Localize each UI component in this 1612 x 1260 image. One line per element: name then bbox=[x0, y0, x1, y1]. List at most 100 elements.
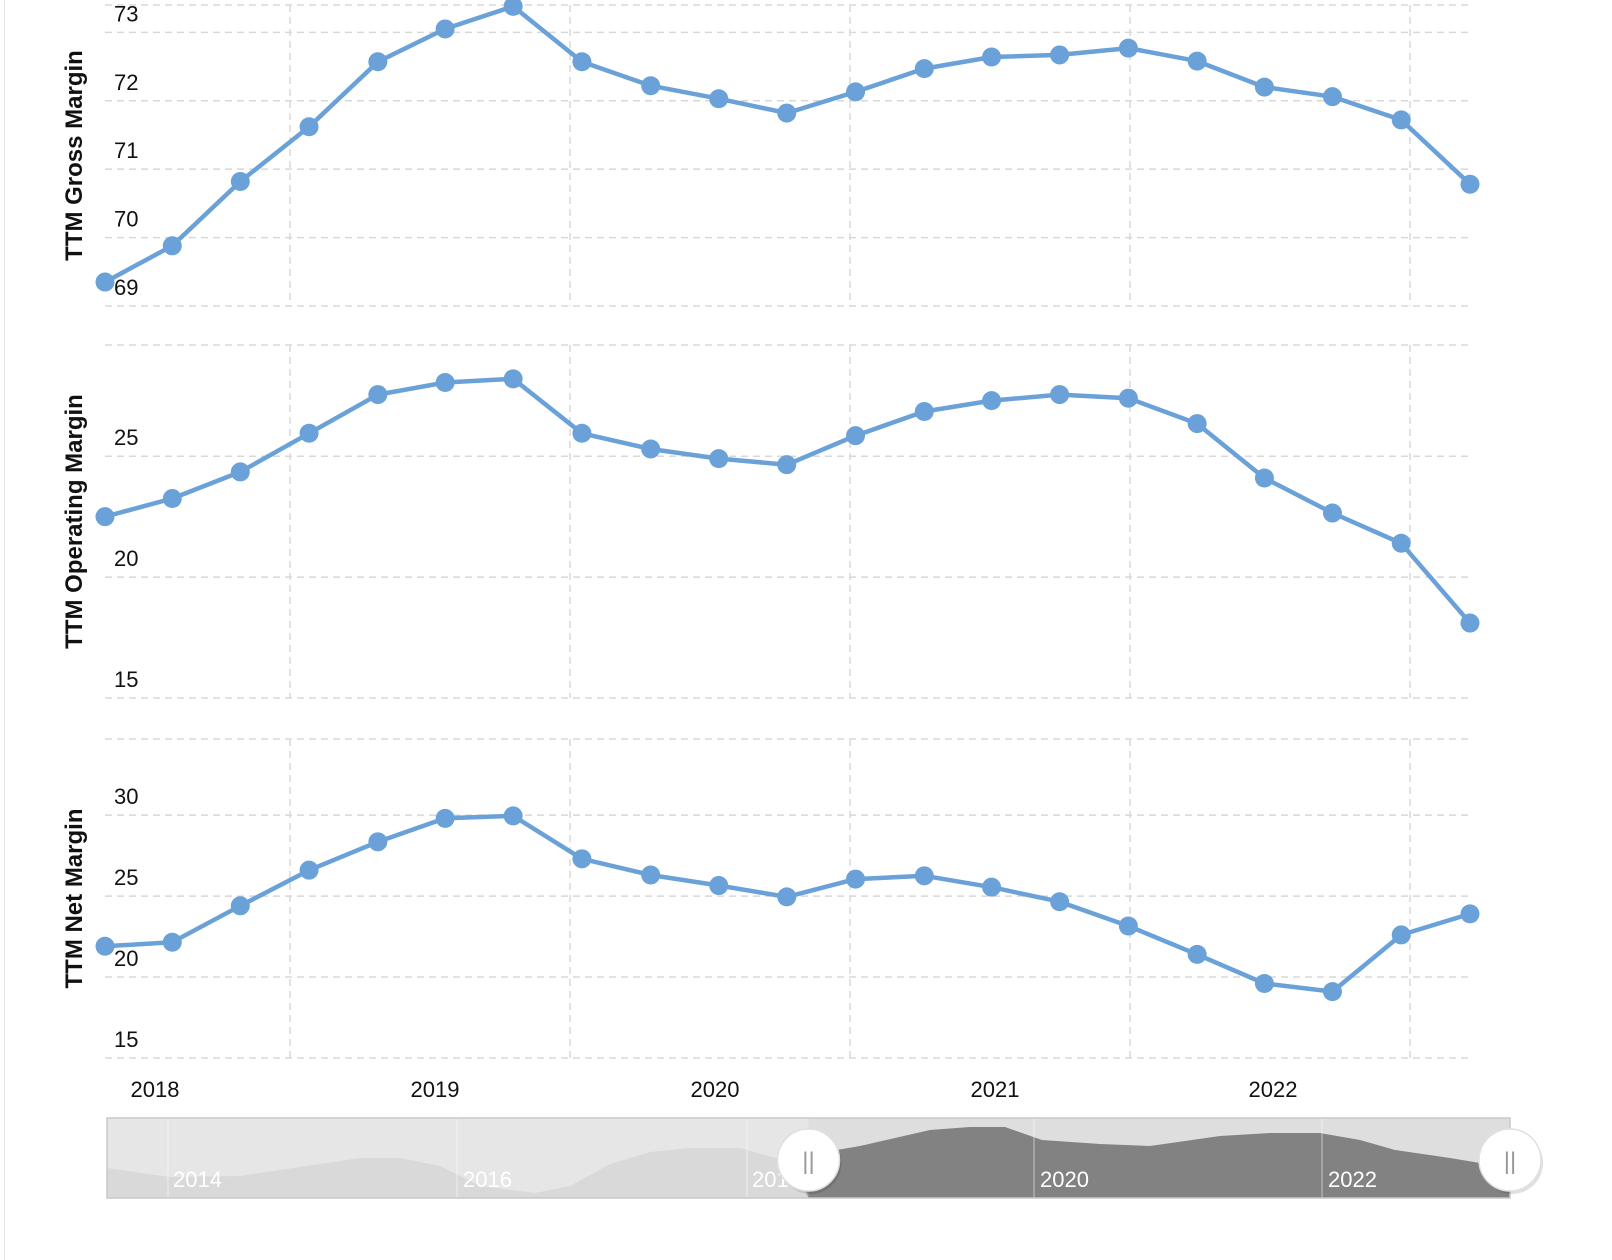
y-tick-label: 73 bbox=[114, 1, 138, 26]
data-point[interactable] bbox=[1118, 38, 1138, 58]
y-axis-title: TTM Net Margin bbox=[61, 809, 88, 989]
data-point[interactable] bbox=[982, 877, 1002, 897]
y-tick-label: 69 bbox=[114, 275, 138, 300]
data-point[interactable] bbox=[299, 117, 319, 137]
data-point[interactable] bbox=[162, 489, 182, 509]
series-line bbox=[102, 4, 1473, 285]
data-point[interactable] bbox=[95, 507, 115, 527]
grid-layer bbox=[105, 4, 1470, 1059]
chart-left-border bbox=[4, 0, 5, 1260]
data-point[interactable] bbox=[162, 932, 182, 952]
y-tick-label: 15 bbox=[114, 667, 138, 692]
y-tick-label: 20 bbox=[114, 946, 138, 971]
handle-knob[interactable] bbox=[1478, 1128, 1542, 1192]
data-point[interactable] bbox=[368, 832, 388, 852]
x-tick-label: 2020 bbox=[691, 1077, 740, 1102]
data-point[interactable] bbox=[435, 808, 455, 828]
data-point[interactable] bbox=[368, 385, 388, 405]
data-point[interactable] bbox=[1050, 892, 1070, 912]
data-point[interactable] bbox=[1391, 533, 1411, 553]
data-point[interactable] bbox=[1050, 45, 1070, 65]
y-tick-label: 71 bbox=[114, 138, 138, 163]
data-point[interactable] bbox=[914, 866, 934, 886]
data-point[interactable] bbox=[1391, 925, 1411, 945]
data-point[interactable] bbox=[1460, 613, 1480, 633]
y-axis-title: TTM Operating Margin bbox=[61, 394, 88, 649]
data-point[interactable] bbox=[572, 849, 592, 869]
data-point[interactable] bbox=[1391, 110, 1411, 130]
navigator-area-unselected bbox=[107, 1148, 809, 1198]
data-point[interactable] bbox=[299, 423, 319, 443]
navigator-year-label: 2016 bbox=[463, 1167, 512, 1192]
data-point[interactable] bbox=[572, 423, 592, 443]
handle-knob[interactable] bbox=[776, 1128, 841, 1192]
data-point[interactable] bbox=[162, 236, 182, 256]
data-point[interactable] bbox=[1460, 174, 1480, 194]
navigator-area-selected bbox=[790, 1127, 1510, 1198]
data-point[interactable] bbox=[777, 455, 797, 475]
data-point[interactable] bbox=[846, 82, 866, 102]
data-point[interactable] bbox=[1187, 944, 1207, 964]
data-point[interactable] bbox=[914, 401, 934, 421]
panels-layer: 69 70 71 72 73 TTM Gross Margin 15 20 25 TTM Oper… bbox=[61, 0, 1480, 1052]
data-point[interactable] bbox=[435, 19, 455, 39]
y-tick-label: 15 bbox=[114, 1027, 138, 1052]
data-point[interactable] bbox=[1322, 87, 1342, 107]
data-point[interactable] bbox=[777, 887, 797, 907]
data-point[interactable] bbox=[641, 865, 661, 885]
navigator-year-label: 2020 bbox=[1040, 1167, 1089, 1192]
data-point[interactable] bbox=[982, 47, 1002, 67]
data-point[interactable] bbox=[846, 426, 866, 446]
data-point[interactable] bbox=[1254, 974, 1274, 994]
data-point[interactable] bbox=[299, 860, 319, 880]
data-point[interactable] bbox=[1118, 916, 1138, 936]
navigator-year-label: 2022 bbox=[1328, 1167, 1377, 1192]
data-point[interactable] bbox=[503, 806, 523, 826]
data-point[interactable] bbox=[503, 369, 523, 389]
navigator-unselected-mask bbox=[107, 1118, 809, 1198]
x-tick-label: 2021 bbox=[971, 1077, 1020, 1102]
data-point[interactable] bbox=[777, 103, 797, 123]
x-tick-label: 2018 bbox=[131, 1077, 180, 1102]
data-point[interactable] bbox=[1187, 414, 1207, 434]
navigator-left-handle[interactable]: || bbox=[776, 1128, 842, 1194]
data-point[interactable] bbox=[1322, 982, 1342, 1002]
data-point[interactable] bbox=[1118, 388, 1138, 408]
data-point[interactable] bbox=[1187, 51, 1207, 71]
data-point[interactable] bbox=[230, 171, 250, 191]
data-point[interactable] bbox=[982, 391, 1002, 411]
data-point[interactable] bbox=[1254, 77, 1274, 97]
data-point[interactable] bbox=[709, 449, 729, 469]
y-tick-label: 70 bbox=[114, 207, 138, 232]
data-point[interactable] bbox=[435, 372, 455, 392]
data-point[interactable] bbox=[709, 89, 729, 109]
data-point[interactable] bbox=[914, 59, 934, 79]
data-point[interactable] bbox=[1322, 503, 1342, 523]
y-tick-label: 20 bbox=[114, 546, 138, 571]
data-point[interactable] bbox=[572, 52, 592, 72]
panel-3: 15 20 25 30 TTM Net Margin bbox=[61, 784, 1480, 1052]
y-tick-label: 25 bbox=[114, 425, 138, 450]
range-navigator[interactable]: 2014 2016 2018 2020 2022|| || bbox=[106, 1117, 1543, 1199]
data-point[interactable] bbox=[1460, 904, 1480, 924]
data-point[interactable] bbox=[95, 272, 115, 292]
data-point[interactable] bbox=[95, 936, 115, 956]
y-tick-label: 25 bbox=[114, 865, 138, 890]
y-axis-title: TTM Gross Margin bbox=[61, 50, 88, 261]
data-point[interactable] bbox=[846, 869, 866, 889]
data-point[interactable] bbox=[1254, 468, 1274, 488]
data-point[interactable] bbox=[503, 0, 523, 16]
data-point[interactable] bbox=[368, 52, 388, 72]
y-tick-label: 30 bbox=[114, 784, 138, 809]
navigator-right-handle[interactable]: || bbox=[1478, 1128, 1543, 1194]
data-point[interactable] bbox=[230, 896, 250, 916]
data-point[interactable] bbox=[1050, 385, 1070, 405]
data-point[interactable] bbox=[709, 876, 729, 896]
data-point[interactable] bbox=[230, 462, 250, 482]
handle-grip-icon: || bbox=[1504, 1148, 1516, 1175]
data-point[interactable] bbox=[641, 76, 661, 96]
panel-2: 15 20 25 TTM Operating Margin bbox=[61, 369, 1480, 692]
handle-grip-icon: || bbox=[802, 1148, 814, 1175]
data-point[interactable] bbox=[641, 439, 661, 459]
